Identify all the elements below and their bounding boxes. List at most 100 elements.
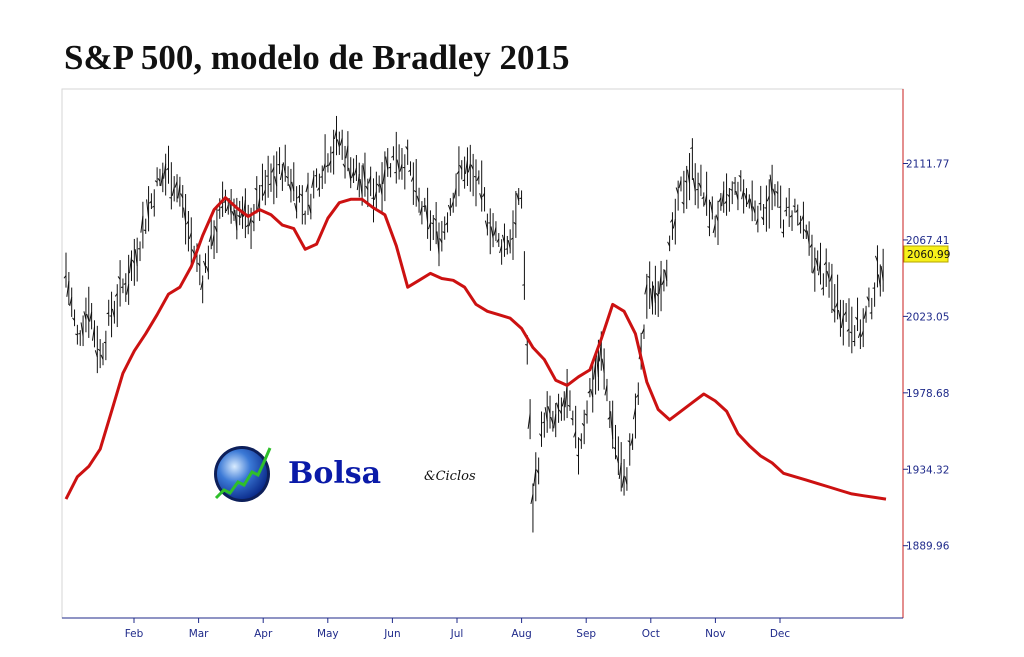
price-bar-tick bbox=[670, 219, 673, 223]
price-bar-tick bbox=[809, 243, 813, 248]
price-bar-tick bbox=[647, 275, 650, 278]
price-bar-tick bbox=[197, 262, 201, 267]
price-bar-tick bbox=[274, 176, 278, 187]
price-bar-tick bbox=[379, 183, 383, 196]
price-bar-tick bbox=[567, 404, 571, 408]
price-bar-tick bbox=[339, 138, 343, 146]
price-bar-tick bbox=[345, 145, 349, 159]
price-bar-tick bbox=[821, 287, 824, 290]
price-bar-tick bbox=[627, 440, 631, 443]
price-bar-tick bbox=[131, 259, 135, 264]
price-bar-tick bbox=[362, 163, 366, 182]
price-bar-tick bbox=[316, 187, 320, 191]
price-bar-tick bbox=[527, 413, 531, 429]
price-bar-tick bbox=[604, 384, 608, 396]
price-bar-tick bbox=[761, 216, 764, 221]
price-bar-tick bbox=[692, 177, 696, 192]
price-bar-tick bbox=[610, 411, 614, 439]
price-bar-tick bbox=[262, 189, 266, 196]
price-bar-tick bbox=[681, 201, 685, 205]
price-bar-tick bbox=[123, 283, 126, 285]
price-bar-tick bbox=[294, 202, 298, 213]
price-bar-tick bbox=[664, 269, 668, 281]
price-bar-tick bbox=[205, 266, 209, 273]
price-bar-tick bbox=[140, 215, 144, 233]
price-bar-tick bbox=[855, 316, 858, 321]
price-bar-tick bbox=[146, 199, 150, 219]
price-bar-tick bbox=[573, 431, 577, 438]
price-bar-tick bbox=[100, 354, 104, 360]
price-bar-tick bbox=[675, 187, 679, 195]
price-bar-tick bbox=[578, 438, 582, 442]
price-bar-tick bbox=[701, 196, 705, 200]
price-bar-tick bbox=[288, 184, 292, 192]
price-bar-tick bbox=[501, 234, 505, 244]
price-bar-tick bbox=[630, 437, 634, 446]
price-bar-tick bbox=[641, 328, 645, 335]
price-bar-tick bbox=[866, 296, 870, 302]
price-bar-tick bbox=[302, 213, 306, 216]
x-tick-label: May bbox=[317, 628, 339, 640]
price-bar-tick bbox=[516, 193, 520, 202]
price-bar-tick bbox=[490, 226, 494, 239]
price-bar-tick bbox=[214, 225, 218, 233]
price-bar-tick bbox=[322, 163, 326, 172]
price-bar-tick bbox=[351, 171, 355, 179]
price-bar-tick bbox=[325, 164, 329, 168]
price-bar-tick bbox=[530, 494, 534, 505]
chart-title: S&P 500, modelo de Bradley 2015 bbox=[64, 38, 570, 77]
x-tick-label: Mar bbox=[189, 628, 209, 640]
price-bar-tick bbox=[320, 176, 323, 178]
price-bar-tick bbox=[877, 274, 881, 287]
price-bar-tick bbox=[860, 331, 864, 337]
price-bar-tick bbox=[353, 167, 357, 176]
price-bar-tick bbox=[829, 274, 833, 282]
price-bar-tick bbox=[812, 265, 816, 274]
price-bar-tick bbox=[80, 322, 84, 337]
price-bar-tick bbox=[237, 214, 240, 218]
price-bar-tick bbox=[385, 156, 389, 170]
price-bar-tick bbox=[667, 241, 671, 247]
price-bar-tick bbox=[254, 187, 258, 191]
price-bar-tick bbox=[482, 192, 485, 198]
price-bar-tick bbox=[835, 302, 839, 308]
price-bar-tick bbox=[496, 238, 500, 243]
price-bar-tick bbox=[553, 414, 557, 429]
globe-icon bbox=[214, 446, 272, 502]
price-bar-tick bbox=[741, 189, 745, 200]
price-bar-tick bbox=[308, 204, 312, 214]
price-bar-tick bbox=[83, 311, 87, 320]
price-bar-tick bbox=[391, 155, 394, 158]
price-bar-tick bbox=[342, 163, 346, 168]
price-bar-tick bbox=[510, 237, 514, 240]
bradley-line bbox=[64, 196, 887, 501]
price-bar-tick bbox=[94, 350, 98, 358]
price-bar-tick bbox=[271, 167, 275, 173]
price-bar-tick bbox=[698, 182, 702, 189]
price-bar-tick bbox=[564, 383, 568, 408]
price-bar-tick bbox=[456, 170, 460, 175]
price-bar-tick bbox=[171, 187, 175, 197]
price-bar-tick bbox=[772, 188, 776, 196]
price-bar-tick bbox=[203, 260, 206, 268]
price-bar-tick bbox=[655, 293, 659, 297]
price-bar-tick bbox=[550, 416, 554, 424]
price-bar-tick bbox=[735, 190, 739, 200]
price-bar-tick bbox=[439, 238, 443, 243]
x-tick-label: Aug bbox=[511, 628, 532, 640]
price-bar-tick bbox=[234, 209, 238, 231]
price-bar-tick bbox=[368, 176, 372, 184]
price-bar-tick bbox=[806, 230, 810, 244]
price-bar-tick bbox=[447, 204, 451, 211]
price-bar-tick bbox=[837, 309, 841, 321]
price-bar-tick bbox=[183, 207, 187, 222]
price-bar-tick bbox=[536, 469, 540, 474]
price-bar-tick bbox=[715, 214, 719, 222]
x-tick-label: Jul bbox=[450, 628, 464, 640]
price-bar-tick bbox=[672, 219, 676, 229]
price-bar-tick bbox=[576, 454, 579, 457]
price-bar-tick bbox=[166, 167, 169, 171]
price-bar-tick bbox=[117, 276, 121, 280]
price-bar-tick bbox=[766, 195, 770, 202]
